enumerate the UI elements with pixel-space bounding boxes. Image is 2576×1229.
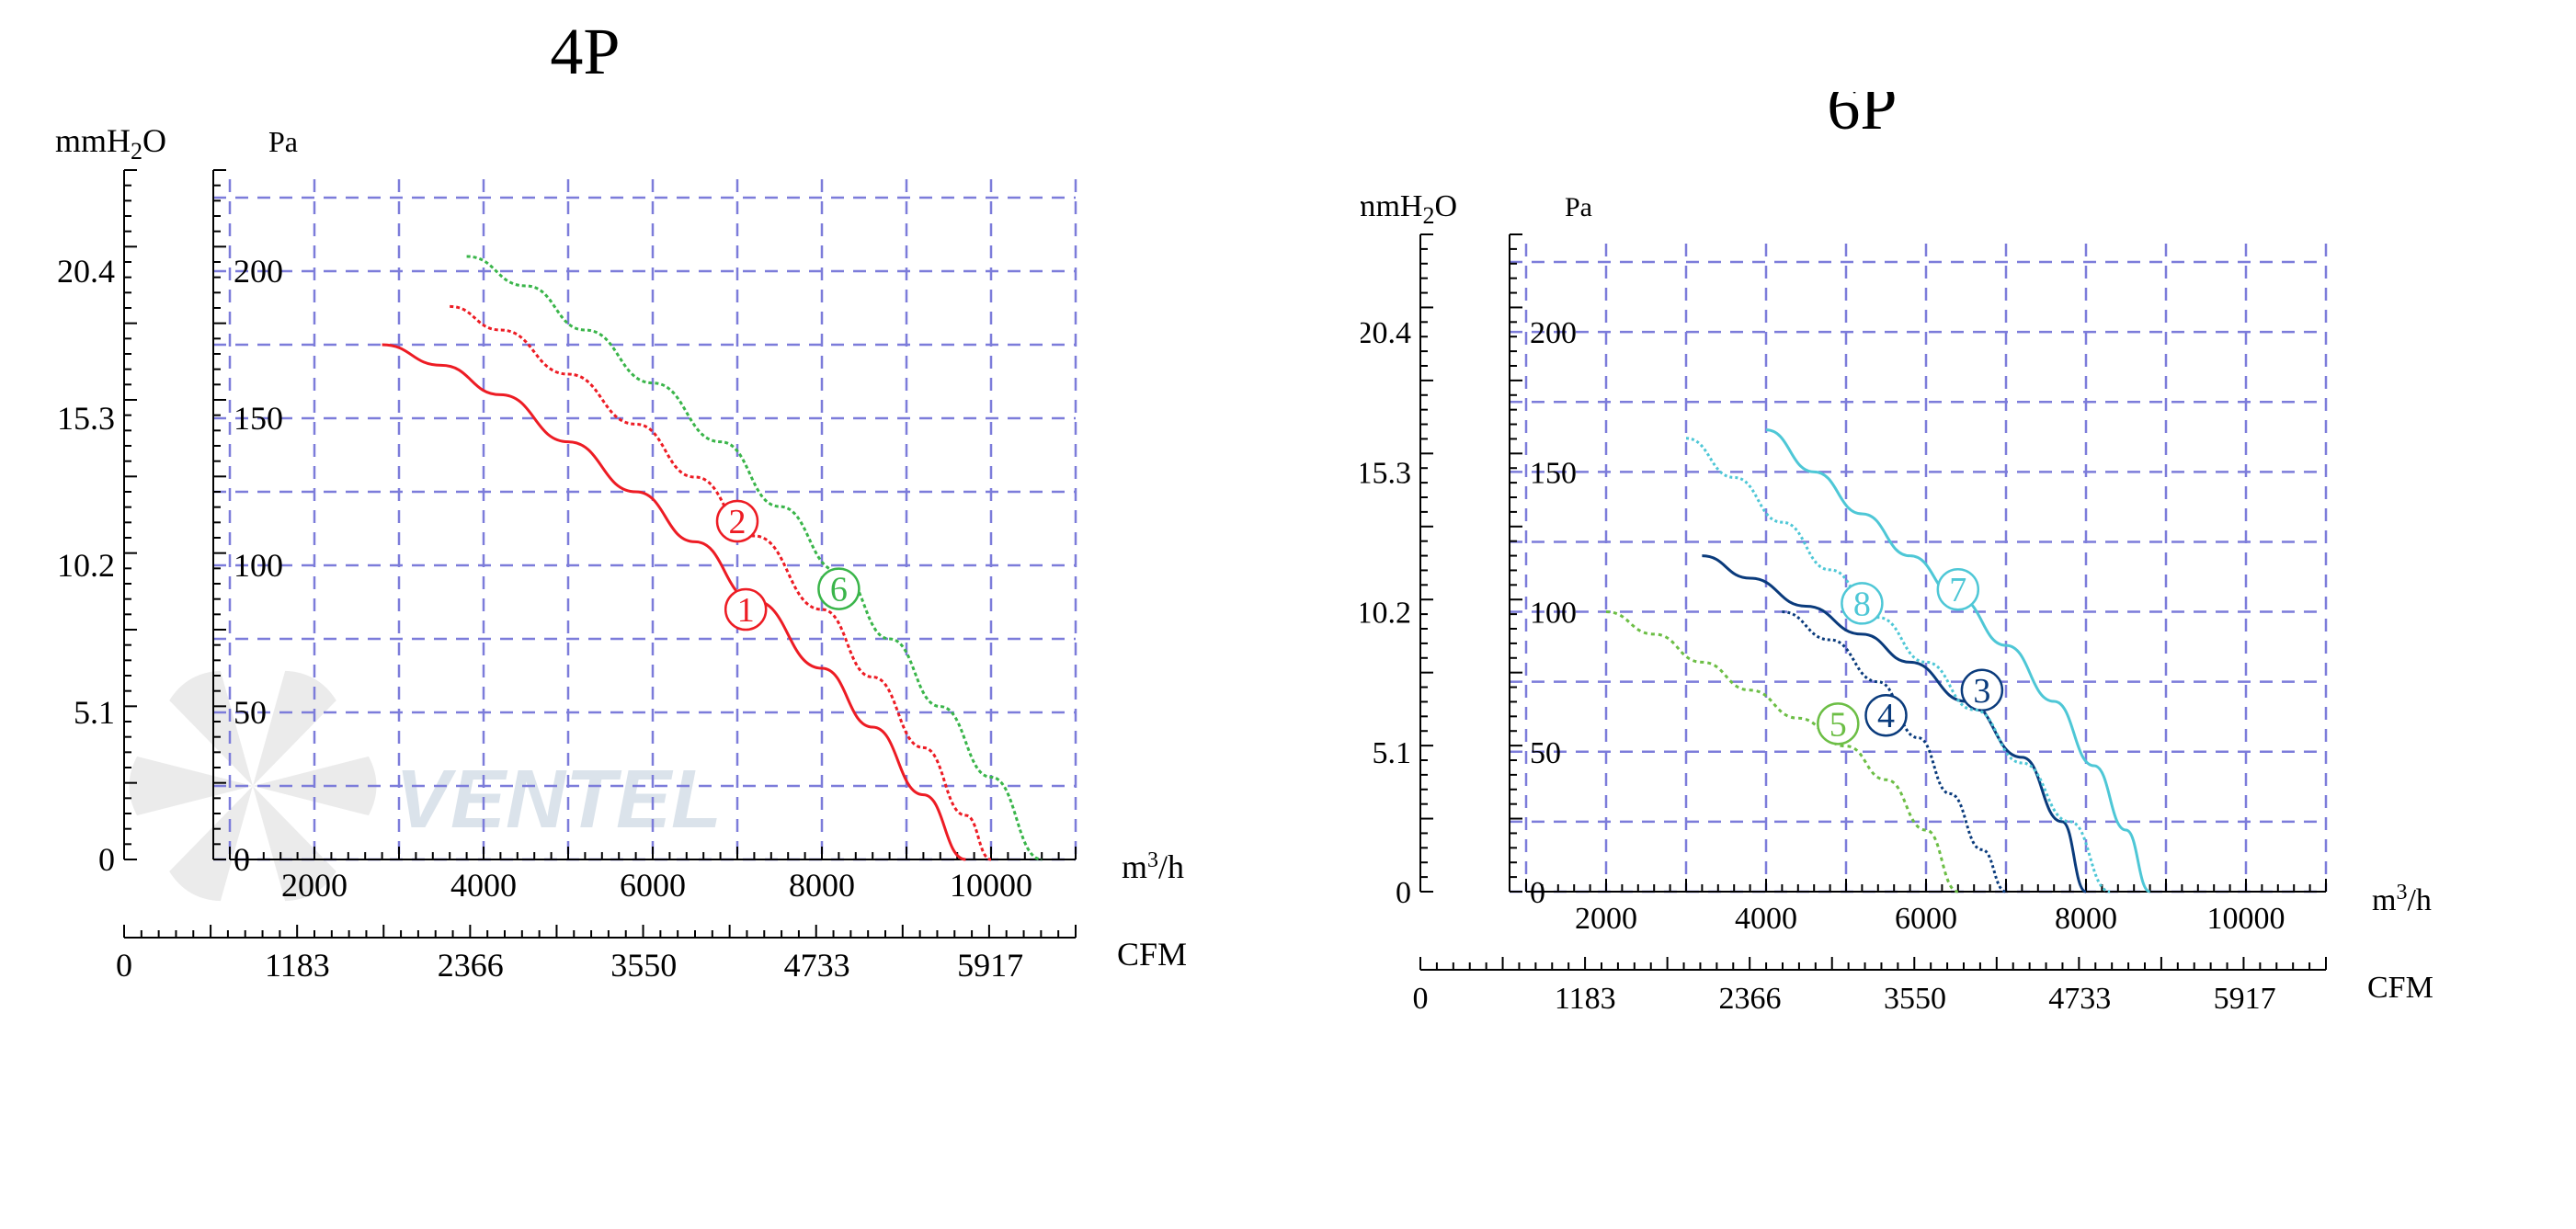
y-tick-label-inner: 100 [1530,597,1577,631]
y-tick-label-outer: 10.2 [1361,597,1411,631]
series-curve-8 [1686,438,2110,892]
y-tick-label-inner: 50 [234,694,267,731]
series-label-text-8: 8 [1853,585,1871,623]
chart-6p: 6P05.110.215.320.4050100150200mmH2OPa200… [1361,92,2556,1103]
x-tick-label-lower: 2366 [1719,982,1782,1016]
x-tick-label-lower: 4733 [2048,982,2111,1016]
series-label-text-7: 7 [1949,571,1966,609]
x-tick-label-upper: 2000 [281,867,348,904]
y-axis-label-mmh2o: mmH2O [1361,189,1457,229]
x-tick-label-lower: 5917 [2214,982,2276,1016]
y-axis-label-pa: Pa [1565,192,1592,222]
x-tick-label-lower: 1183 [1555,982,1616,1016]
y-tick-label-outer: 20.4 [57,253,115,290]
x-axis-label-cfm: CFM [2367,971,2434,1005]
x-tick-label-upper: 8000 [2055,902,2117,936]
chart-4p: 4P VENTEL 0 5.1 10.2 15.3 20.4 0 50 100 150 200 mmH2… [28,18,1269,1121]
series-label-text-3: 3 [1973,672,1990,711]
x-tick-label-lower: 3550 [1884,982,1946,1016]
y-tick-label-outer: 0 [1396,876,1411,910]
y-axis-label-mmh2o: mmH2O [55,122,166,165]
x-tick-label-upper: 6000 [620,867,686,904]
y-tick-label-outer: 5.1 [1373,736,1412,770]
x-tick-label-upper: 10000 [2207,902,2285,936]
x-tick-label-lower: 1183 [265,947,330,984]
x-tick-label-upper: 10000 [950,867,1032,904]
y-tick-label-inner: 0 [1530,876,1545,910]
x-tick-label-upper: 8000 [789,867,855,904]
x-tick-label-upper: 4000 [1735,902,1797,936]
x-tick-label-upper: 6000 [1895,902,1957,936]
x-axis-label-cfm: CFM [1117,936,1187,973]
x-tick-label-upper: 4000 [450,867,517,904]
series-label-text-5: 5 [1829,705,1847,744]
y-tick-label-inner: 150 [1530,456,1577,490]
y-tick-label-outer: 0 [98,841,115,878]
x-tick-label-lower: 2366 [438,947,504,984]
y-tick-label-outer: 20.4 [1361,316,1411,350]
x-tick-label-lower: 4733 [784,947,850,984]
x-tick-label-upper: 2000 [1575,902,1637,936]
y-tick-label-inner: 200 [1530,316,1577,350]
chart-6p-svg: 6P05.110.215.320.4050100150200mmH2OPa200… [1361,92,2556,1103]
x-tick-label-lower: 0 [116,947,132,984]
x-axis-label-m3h: m3/h [1122,848,1184,885]
y-tick-label-inner: 100 [234,547,283,584]
series-label-text-2: 2 [729,503,747,541]
x-tick-label-lower: 5917 [957,947,1023,984]
y-tick-label-outer: 15.3 [57,400,115,437]
series-label-text-1: 1 [737,591,755,630]
y-axis-label-pa: Pa [268,125,298,158]
y-tick-label-outer: 5.1 [74,694,115,731]
x-tick-label-lower: 3550 [610,947,677,984]
svg-text:VENTEL: VENTEL [395,754,722,846]
y-tick-label-outer: 10.2 [57,547,115,584]
x-tick-label-lower: 0 [1413,982,1429,1016]
y-tick-label-inner: 50 [1530,736,1561,770]
y-tick-label-inner: 200 [234,253,283,290]
series-label-text-4: 4 [1877,697,1895,735]
y-tick-label-inner: 150 [234,400,283,437]
chart-4p-svg: 4P VENTEL 0 5.1 10.2 15.3 20.4 0 50 100 150 200 mmH2… [28,18,1269,1121]
chart-title: 6P [1827,92,1897,143]
series-label-text-6: 6 [830,571,848,609]
y-tick-label-outer: 15.3 [1361,456,1411,490]
chart-title: 4P [550,18,620,88]
x-axis-label-m3h: m3/h [2372,881,2432,917]
